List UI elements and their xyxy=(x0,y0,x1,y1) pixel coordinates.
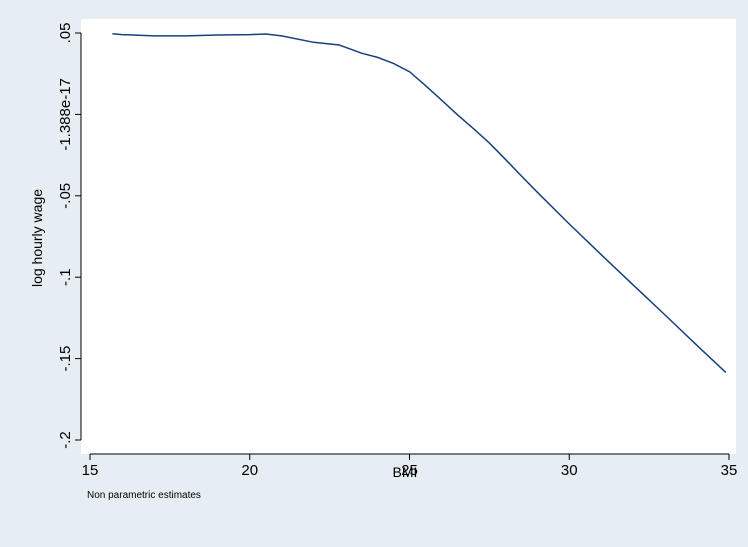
chart-note: Non parametric estimates xyxy=(87,490,201,501)
x-tick-label: 20 xyxy=(241,462,258,479)
y-tick-label: -.1 xyxy=(57,268,74,286)
x-axis-title: BMI xyxy=(393,464,418,480)
x-tick-label: 30 xyxy=(561,462,578,479)
series-line xyxy=(112,32,727,373)
y-tick-label: -1.388e-17 xyxy=(57,78,74,151)
y-tick-label: -.15 xyxy=(57,346,74,372)
x-tick-label: 25 xyxy=(401,462,418,479)
x-tick-label: 15 xyxy=(82,462,99,479)
y-axis-ticks: -.2 -.15 -.1 -.05 -1.388e-17 .05 xyxy=(57,23,81,449)
y-axis-title: log hourly wage xyxy=(29,189,45,287)
y-tick-label: -.05 xyxy=(57,183,74,209)
x-tick-label: 35 xyxy=(721,462,738,479)
y-tick-label: .05 xyxy=(57,23,74,44)
y-tick-label: -.2 xyxy=(57,431,74,449)
plot-area xyxy=(81,19,736,454)
x-axis-ticks: 15 20 25 30 35 xyxy=(82,454,738,479)
